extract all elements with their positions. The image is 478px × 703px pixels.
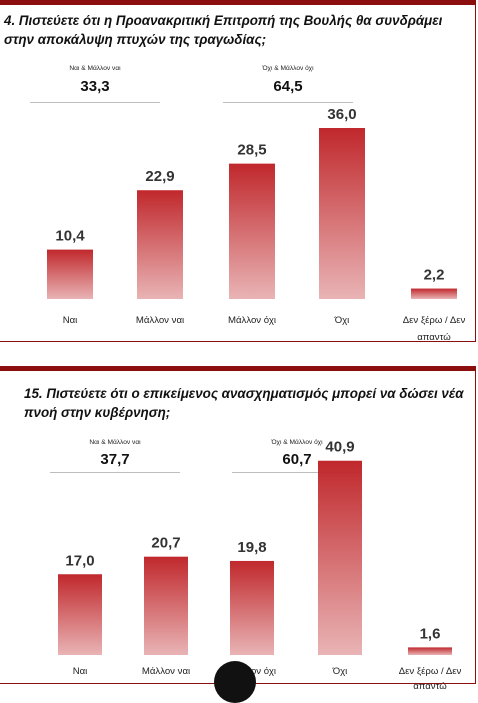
bar-1 (58, 574, 102, 655)
panel-top-border (0, 367, 475, 371)
summary-no-value: 64,5 (273, 78, 303, 95)
panel-top-border (0, 1, 475, 5)
category-label-4: Όχι (334, 315, 350, 326)
overlay-cursor-blob (214, 661, 256, 703)
bar-4 (319, 128, 365, 299)
chart-panel-q15: 15. Πιστεύετε ότι ο επικείμενος ανασχημα… (0, 366, 476, 692)
summary-no-label: Όχι & Μάλλον όχι (262, 65, 314, 72)
bar-value-label-2: 20,7 (151, 535, 180, 552)
bar-value-label-5: 1,6 (420, 625, 441, 642)
category-label-1: Ναι (73, 666, 88, 677)
category-label-5: Δεν ξέρω / Δεν (403, 315, 466, 326)
bar-4 (318, 460, 362, 655)
summary-yes-value: 37,7 (100, 451, 130, 468)
summary-no-value: 60,7 (282, 451, 312, 468)
bar-chart-q4: 10,4 Ναι 22,9 Μάλλον ναι 28,5 Μάλλον όχι 36,0 Ό… (47, 106, 466, 343)
summary-yes-label: Ναι & Μάλλον ναι (89, 439, 141, 446)
summary-no-underline (232, 472, 362, 473)
chart-panel-q4: 4. Πιστεύετε ότι η Προανακριτική Επιτροπ… (0, 0, 476, 343)
category-label-5: Δεν ξέρω / Δεν (399, 666, 462, 677)
bar-2 (144, 556, 188, 655)
category-label-2: Μάλλον ναι (142, 666, 190, 677)
summary-no-underline (223, 102, 353, 103)
category-label-3: Μάλλον όχι (228, 315, 276, 326)
bar-value-label-5: 2,2 (424, 267, 445, 284)
category-label-4: Όχι (332, 666, 348, 677)
summary-yes-underline (30, 102, 160, 103)
bar-value-label-1: 17,0 (65, 552, 94, 569)
bar-3 (229, 163, 275, 299)
bar-value-label-1: 10,4 (55, 228, 85, 245)
question-title: 4. Πιστεύετε ότι η Προανακριτική Επιτροπ… (4, 13, 443, 47)
question-title: 15. Πιστεύετε ότι ο επικείμενος ανασχημα… (24, 386, 464, 420)
bar-value-label-4: 40,9 (325, 439, 354, 456)
bar-3 (230, 560, 274, 655)
category-label-1: Ναι (63, 315, 78, 326)
category-label-5-line2: απαντώ (417, 332, 451, 343)
category-label-5-line2: απαντώ (413, 681, 447, 692)
summary-no-label: Όχι & Μάλλον όχι (271, 439, 323, 446)
bar-value-label-3: 28,5 (237, 142, 266, 159)
bar-5 (411, 288, 457, 299)
summary-yes-underline (50, 472, 180, 473)
bar-value-label-2: 22,9 (145, 168, 174, 185)
bar-1 (47, 249, 93, 299)
bar-5 (408, 647, 452, 655)
bar-value-label-4: 36,0 (327, 106, 356, 123)
bar-2 (137, 190, 183, 299)
bar-value-label-3: 19,8 (237, 539, 266, 556)
summary-yes-label: Ναι & Μάλλον ναι (69, 65, 121, 72)
category-label-2: Μάλλον ναι (136, 315, 184, 326)
summary-yes-value: 33,3 (80, 78, 110, 95)
